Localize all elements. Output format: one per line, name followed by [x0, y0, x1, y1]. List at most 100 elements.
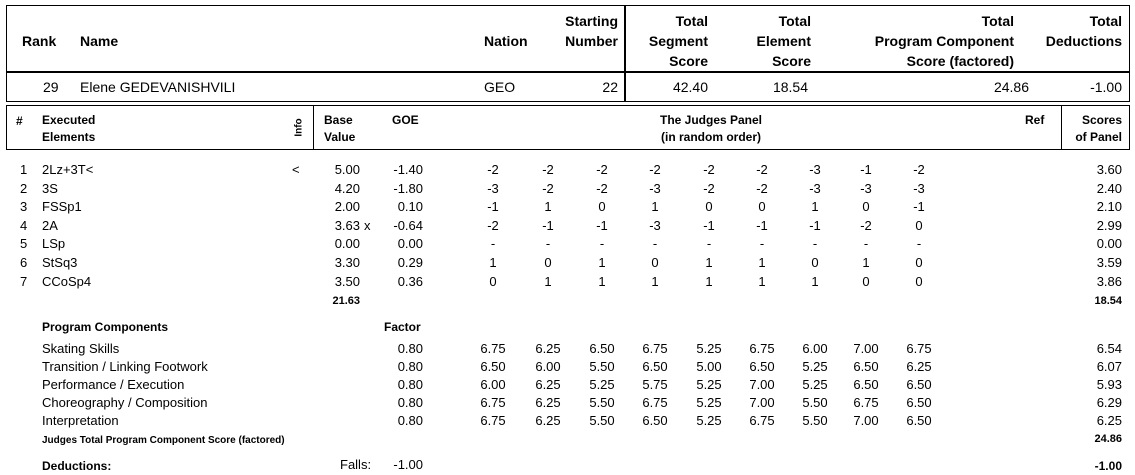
- element-judge-score: -3: [649, 217, 661, 233]
- nation-header: Nation: [484, 33, 528, 49]
- component-judge-score: 5.50: [589, 413, 615, 428]
- component-judge-score: 6.50: [642, 359, 668, 374]
- component-factor: 0.80: [397, 395, 423, 410]
- element-number: 2: [20, 180, 28, 196]
- falls-value: -1.00: [393, 457, 423, 472]
- component-panel-score: 6.07: [1096, 359, 1122, 374]
- element-judge-score: -3: [809, 180, 821, 196]
- component-judge-score: 6.00: [535, 359, 561, 374]
- element-number: 1: [20, 162, 28, 177]
- element-goe: -0.64: [393, 217, 423, 233]
- component-judge-score: 6.75: [480, 413, 506, 428]
- skater-total-deductions: -1.00: [1090, 79, 1122, 95]
- element-base-value: 0.00: [334, 236, 360, 252]
- element-goe: 0.10: [397, 199, 423, 215]
- element-judge-score: 0: [651, 255, 659, 270]
- component-judge-score: 6.25: [535, 413, 561, 428]
- element-judge-score: 1: [598, 255, 606, 270]
- component-judge-score: 6.50: [589, 341, 615, 356]
- element-judge-score: 1: [598, 273, 606, 289]
- component-factor: 0.80: [397, 377, 423, 392]
- component-judge-score: 6.50: [906, 377, 932, 392]
- name-header: Name: [80, 33, 119, 49]
- component-judge-score: 5.25: [802, 377, 828, 392]
- factor-header: Factor: [384, 320, 421, 334]
- element-judge-score: 0: [862, 199, 870, 215]
- judges-panel-header: (in random order): [660, 130, 762, 144]
- element-judge-score: 1: [811, 273, 819, 289]
- component-judge-score: 6.75: [906, 341, 932, 356]
- component-judge-score: 6.25: [535, 377, 561, 392]
- element-judge-score: -2: [703, 180, 715, 196]
- element-judge-score: -2: [649, 162, 661, 177]
- element-judge-score: -: [490, 236, 496, 252]
- program-components-header: Program Components: [42, 320, 169, 334]
- element-judge-score: -2: [756, 180, 768, 196]
- element-info: <: [292, 162, 300, 177]
- component-judge-score: 6.50: [749, 359, 775, 374]
- element-judge-score: 1: [758, 255, 766, 270]
- base-value-header: Value: [324, 130, 356, 144]
- element-judge-score: -: [652, 236, 658, 252]
- component-judge-score: 6.75: [749, 341, 775, 356]
- element-judge-score: -1: [703, 217, 715, 233]
- component-judge-score: 6.25: [906, 359, 932, 374]
- falls-label: Falls:: [340, 457, 372, 472]
- element-goe: -1.80: [393, 180, 423, 196]
- component-judge-score: 6.75: [480, 341, 506, 356]
- element-number: 4: [20, 217, 28, 233]
- col-divider-scores: [1061, 105, 1062, 150]
- total-element-score-header: Total: [778, 13, 811, 29]
- element-judge-score: -2: [756, 162, 768, 177]
- col-divider-base: [313, 105, 314, 150]
- element-judge-score: -: [706, 236, 712, 252]
- element-name: CCoSp4: [42, 273, 92, 289]
- component-judge-score: 6.50: [480, 359, 506, 374]
- total-deductions-header: Deductions: [1045, 33, 1122, 49]
- element-base-value: 5.00: [334, 162, 360, 177]
- component-judge-score: 5.75: [642, 377, 668, 392]
- component-judge-score: 5.25: [696, 377, 722, 392]
- component-judge-score: 5.25: [589, 377, 615, 392]
- element-judge-score: 0: [705, 199, 713, 215]
- element-goe: 0.36: [397, 273, 423, 289]
- element-judge-score: -1: [809, 217, 821, 233]
- executed-elements-header: Elements: [42, 130, 96, 144]
- element-panel-score: 3.60: [1096, 162, 1122, 177]
- element-judge-score: 1: [544, 273, 552, 289]
- total-pcs-header: Program Component: [874, 33, 1014, 49]
- element-judge-score: -2: [542, 162, 554, 177]
- component-judge-score: 5.25: [696, 413, 722, 428]
- element-panel-score: 3.59: [1096, 255, 1122, 270]
- element-judge-score: -1: [860, 162, 872, 177]
- element-judge-score: -2: [487, 162, 499, 177]
- component-panel-score: 6.25: [1096, 413, 1122, 428]
- component-judge-score: 6.75: [642, 341, 668, 356]
- component-judge-score: 6.50: [642, 413, 668, 428]
- element-judge-score: -1: [487, 199, 499, 215]
- element-number-header: #: [16, 114, 23, 128]
- executed-elements-header: Executed: [42, 113, 96, 127]
- ref-header: Ref: [1025, 113, 1045, 127]
- total-segment-score-header: Score: [669, 53, 708, 69]
- skater-total-segment-score: 42.40: [672, 79, 708, 95]
- element-base-value: 3.30: [334, 255, 360, 270]
- base-value-total: 21.63: [332, 295, 360, 307]
- element-judge-score: 1: [862, 255, 870, 270]
- component-judge-score: 7.00: [749, 395, 775, 410]
- element-judge-score: -2: [542, 180, 554, 196]
- component-name: Interpretation: [42, 413, 119, 428]
- element-panel-score: 2.10: [1096, 199, 1122, 215]
- component-factor: 0.80: [397, 359, 423, 374]
- element-panel-score: 2.99: [1096, 217, 1122, 233]
- element-name: 2A: [42, 217, 58, 233]
- pcs-total-label: Judges Total Program Component Score (fa…: [42, 435, 285, 446]
- component-judge-score: 5.50: [802, 395, 828, 410]
- component-judge-score: 6.75: [642, 395, 668, 410]
- component-judge-score: 6.25: [535, 341, 561, 356]
- component-judge-score: 5.50: [589, 359, 615, 374]
- element-goe: 0.00: [397, 236, 423, 252]
- component-judge-score: 6.00: [480, 377, 506, 392]
- skater-name: Elene GEDEVANISHVILI: [80, 79, 236, 95]
- deductions-total: -1.00: [1094, 459, 1122, 473]
